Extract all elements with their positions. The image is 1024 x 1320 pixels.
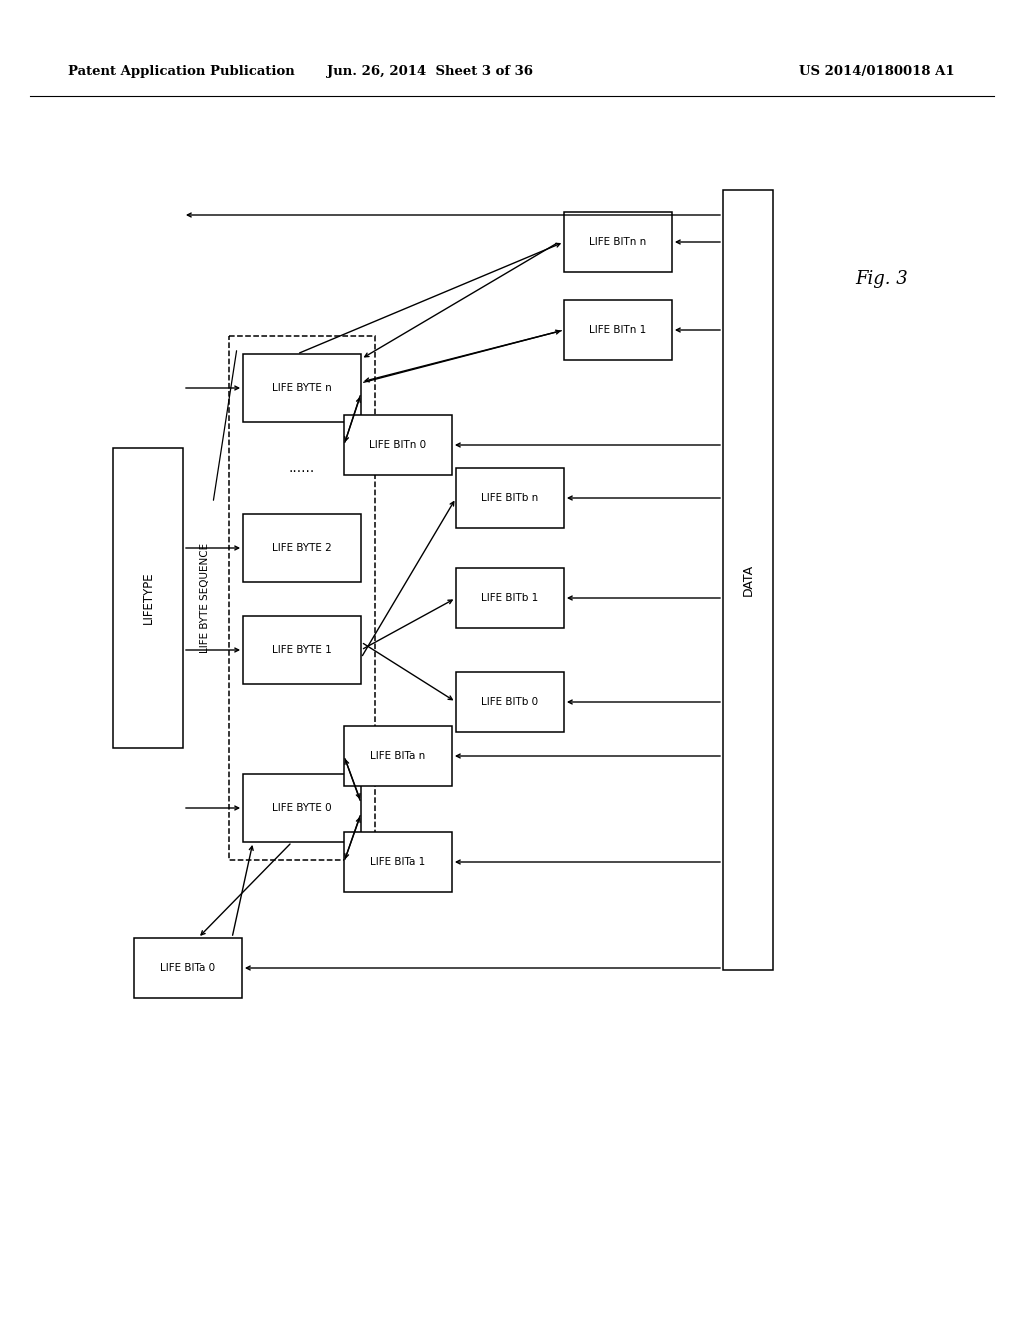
Text: LIFE BYTE 2: LIFE BYTE 2 [272,543,332,553]
Bar [229,337,375,861]
Text: LIFE BITb 0: LIFE BITb 0 [481,697,539,708]
Bar [243,774,361,842]
Bar [243,616,361,684]
Bar [344,414,452,475]
Text: LIFE BITa 0: LIFE BITa 0 [161,964,216,973]
Bar [456,568,564,628]
Text: LIFE BYTE 0: LIFE BYTE 0 [272,803,332,813]
Bar [243,513,361,582]
Text: US 2014/0180018 A1: US 2014/0180018 A1 [800,66,955,78]
Text: LIFE BITn n: LIFE BITn n [590,238,646,247]
Bar [113,447,183,748]
Bar [344,832,452,892]
Bar [243,354,361,422]
Bar [344,726,452,785]
Text: LIFE BITn 0: LIFE BITn 0 [370,440,427,450]
Text: LIFE BYTE n: LIFE BYTE n [272,383,332,393]
Text: Jun. 26, 2014  Sheet 3 of 36: Jun. 26, 2014 Sheet 3 of 36 [327,66,534,78]
Text: LIFE BITa n: LIFE BITa n [371,751,426,762]
Text: LIFE BITa 1: LIFE BITa 1 [371,857,426,867]
Text: LIFE BITn 1: LIFE BITn 1 [590,325,646,335]
Text: LIFE BITb n: LIFE BITb n [481,492,539,503]
Bar [456,469,564,528]
Bar [723,190,773,970]
Text: Fig. 3: Fig. 3 [855,271,907,288]
Text: ......: ...... [289,461,315,475]
Text: LIFETYPE: LIFETYPE [141,572,155,624]
Bar [564,300,672,360]
Text: LIFE BYTE 1: LIFE BYTE 1 [272,645,332,655]
Text: DATA: DATA [741,564,755,597]
Bar [564,213,672,272]
Text: LIFE BYTE SEQUENCE: LIFE BYTE SEQUENCE [200,543,210,653]
Bar [134,939,242,998]
Text: LIFE BITb 1: LIFE BITb 1 [481,593,539,603]
Bar [456,672,564,733]
Text: Patent Application Publication: Patent Application Publication [68,66,295,78]
